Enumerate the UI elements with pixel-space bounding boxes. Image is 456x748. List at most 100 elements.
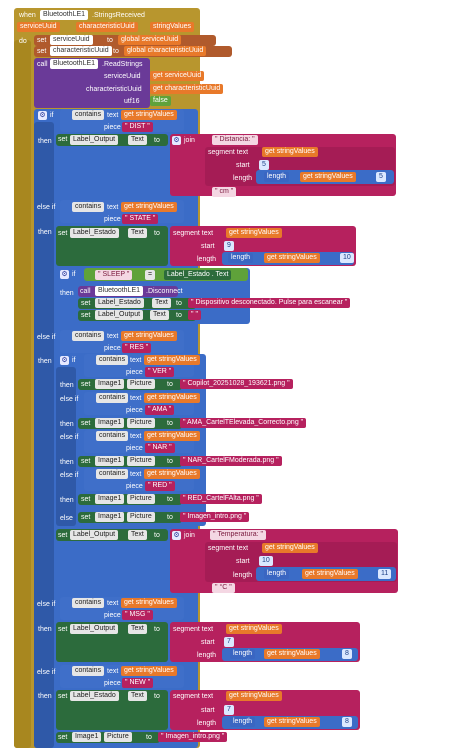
label-estado-dropdown[interactable]: Label_Estado xyxy=(95,298,144,308)
get-stringvalues[interactable]: get stringValues xyxy=(121,331,177,341)
get-stringvalues[interactable]: get stringValues xyxy=(262,543,318,553)
get-serviceuuid[interactable]: get serviceUuid xyxy=(150,71,205,81)
string-img-ver[interactable]: " Copilot_20251028_193621.png " xyxy=(180,379,293,389)
number-start[interactable]: 10 xyxy=(259,556,273,566)
string-res[interactable]: " RES " xyxy=(122,343,152,353)
get-stringvalues[interactable]: get stringValues xyxy=(226,228,282,238)
get-stringvalues[interactable]: get stringValues xyxy=(226,691,282,701)
string-degc[interactable]: " °C " xyxy=(212,583,235,593)
label-output-dropdown[interactable]: Label_Output xyxy=(70,135,119,145)
length-func[interactable]: length xyxy=(264,172,290,182)
picture-prop-dropdown[interactable]: Picture xyxy=(104,732,132,742)
image1-dropdown[interactable]: Image1 xyxy=(95,379,125,389)
contains-dropdown[interactable]: contains xyxy=(72,666,105,676)
length-func[interactable]: length xyxy=(228,253,254,263)
string-img-red[interactable]: " RED_CartelFAlta.png " xyxy=(180,494,262,504)
picture-prop-dropdown[interactable]: Picture xyxy=(127,512,155,522)
contains-dropdown[interactable]: contains xyxy=(96,469,129,479)
gear-icon[interactable]: ⚙ xyxy=(60,356,69,365)
picture-prop-dropdown[interactable]: Picture xyxy=(127,494,155,504)
image1-dropdown[interactable]: Image1 xyxy=(72,732,102,742)
string-ver[interactable]: " VER " xyxy=(145,367,175,377)
var-dropdown[interactable]: serviceUuid xyxy=(50,35,93,45)
string-new[interactable]: " NEW " xyxy=(122,678,154,688)
get-global-serviceuuid[interactable]: global serviceUuid xyxy=(118,35,182,45)
text-prop-dropdown[interactable]: Text xyxy=(152,298,171,308)
image1-dropdown[interactable]: Image1 xyxy=(95,456,125,466)
get-stringvalues[interactable]: get stringValues xyxy=(121,666,177,676)
contains-dropdown[interactable]: contains xyxy=(72,331,105,341)
image1-dropdown[interactable]: Image1 xyxy=(95,494,125,504)
number-start[interactable]: 7 xyxy=(224,637,234,647)
number-length[interactable]: 5 xyxy=(376,172,386,182)
text-prop-dropdown[interactable]: Text xyxy=(128,624,147,634)
label-estado-dropdown[interactable]: Label_Estado xyxy=(70,228,119,238)
get-stringvalues[interactable]: get stringValues xyxy=(264,717,320,727)
var-dropdown[interactable]: characteristicUuid xyxy=(50,46,112,56)
param-serviceuuid[interactable]: serviceUuid xyxy=(17,22,60,32)
label-estado-dropdown[interactable]: Label_Estado xyxy=(70,691,119,701)
number-start[interactable]: 5 xyxy=(259,160,269,170)
length-func[interactable]: length xyxy=(264,569,290,579)
string-img-nar[interactable]: " NAR_CartelFModerada.png " xyxy=(180,456,282,466)
param-characteristicuuid[interactable]: characteristicUuid xyxy=(76,22,138,32)
text-prop-dropdown[interactable]: Text xyxy=(128,691,147,701)
get-stringvalues[interactable]: get stringValues xyxy=(144,469,200,479)
gear-icon[interactable]: ⚙ xyxy=(172,531,181,540)
string-ama[interactable]: " AMA " xyxy=(145,405,175,415)
image1-dropdown[interactable]: Image1 xyxy=(95,512,125,522)
number-start[interactable]: 7 xyxy=(224,705,234,715)
string-img-intro[interactable]: " Imagen_intro.png " xyxy=(180,512,250,522)
label-output-dropdown[interactable]: Label_Output xyxy=(95,310,144,320)
label-estado-text[interactable]: Label_Estado . Text xyxy=(164,270,232,280)
string-empty[interactable]: " " xyxy=(188,310,201,320)
get-characteristicuuid[interactable]: get characteristicUuid xyxy=(150,84,224,94)
get-stringvalues[interactable]: get stringValues xyxy=(144,355,200,365)
string-red[interactable]: " RED " xyxy=(145,481,175,491)
number-start[interactable]: 9 xyxy=(224,241,234,251)
picture-prop-dropdown[interactable]: Picture xyxy=(127,379,155,389)
string-sleep[interactable]: " SLEEP " xyxy=(95,270,133,280)
bt-dropdown[interactable]: BluetoothLE1 xyxy=(95,286,144,296)
string-temperatura[interactable]: " Temperatura: " xyxy=(210,530,266,540)
picture-prop-dropdown[interactable]: Picture xyxy=(127,456,155,466)
get-stringvalues[interactable]: get stringValues xyxy=(121,598,177,608)
contains-dropdown[interactable]: contains xyxy=(96,355,129,365)
get-stringvalues[interactable]: get stringValues xyxy=(144,393,200,403)
get-stringvalues[interactable]: get stringValues xyxy=(144,431,200,441)
string-desc-msg[interactable]: " Dispositivo desconectado. Pulse para e… xyxy=(188,298,351,308)
get-stringvalues[interactable]: get stringValues xyxy=(264,253,320,263)
string-msg[interactable]: " MSG " xyxy=(122,610,153,620)
contains-dropdown[interactable]: contains xyxy=(96,431,129,441)
event-component-dropdown[interactable]: BluetoothLE1 xyxy=(40,10,89,20)
text-prop-dropdown[interactable]: Text xyxy=(150,310,169,320)
contains-dropdown[interactable]: contains xyxy=(96,393,129,403)
string-state[interactable]: " STATE " xyxy=(122,214,159,224)
contains-dropdown[interactable]: contains xyxy=(72,202,105,212)
length-func[interactable]: length xyxy=(230,649,256,659)
length-func[interactable]: length xyxy=(230,717,256,727)
get-stringvalues[interactable]: get stringValues xyxy=(262,147,318,157)
get-stringvalues[interactable]: get stringValues xyxy=(264,649,320,659)
contains-dropdown[interactable]: contains xyxy=(72,110,105,120)
text-prop-dropdown[interactable]: Text xyxy=(128,228,147,238)
number-length[interactable]: 8 xyxy=(342,649,352,659)
label-output-dropdown[interactable]: Label_Output xyxy=(70,624,119,634)
bt-component-dropdown[interactable]: BluetoothLE1 xyxy=(50,59,99,69)
label-output-dropdown[interactable]: Label_Output xyxy=(70,530,119,540)
get-stringvalues[interactable]: get stringValues xyxy=(300,172,356,182)
string-nar[interactable]: " NAR " xyxy=(145,443,175,453)
picture-prop-dropdown[interactable]: Picture xyxy=(127,418,155,428)
get-global-characteristicuuid[interactable]: global characteristicUuid xyxy=(124,46,207,56)
image1-dropdown[interactable]: Image1 xyxy=(95,418,125,428)
string-dist[interactable]: " DIST " xyxy=(122,122,153,132)
text-prop-dropdown[interactable]: Text xyxy=(128,135,147,145)
text-prop-dropdown[interactable]: Text xyxy=(128,530,147,540)
eq-dropdown[interactable]: = xyxy=(145,270,156,280)
get-stringvalues[interactable]: get stringValues xyxy=(302,569,358,579)
string-cm[interactable]: " cm " xyxy=(212,187,237,197)
get-stringvalues[interactable]: get stringValues xyxy=(121,202,177,212)
number-length[interactable]: 8 xyxy=(342,717,352,727)
string-img-ama[interactable]: " AMA_CartelTElevada_Correcto.png " xyxy=(180,418,307,428)
get-stringvalues[interactable]: get stringValues xyxy=(121,110,177,120)
